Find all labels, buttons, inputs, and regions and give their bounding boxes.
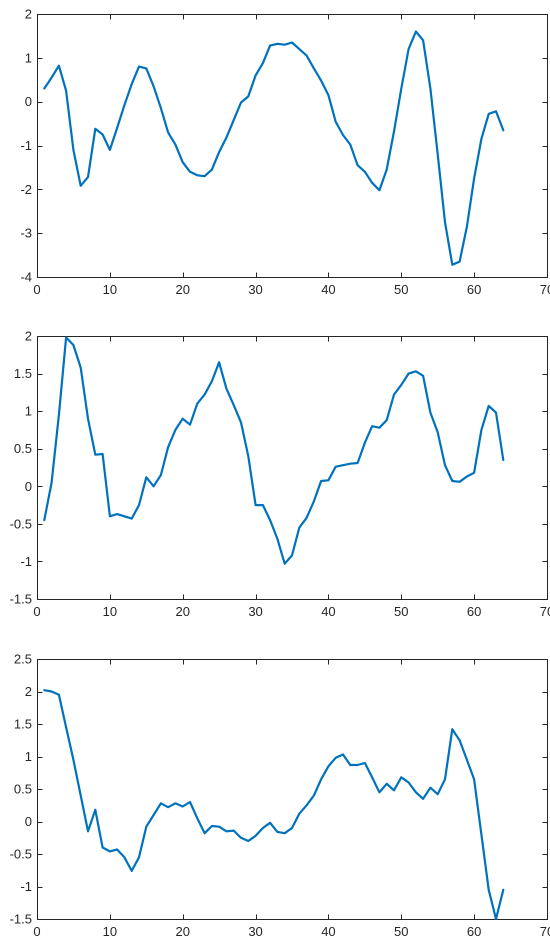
y-tick-label: -0.5 bbox=[10, 847, 32, 862]
x-tick-label: 70 bbox=[540, 604, 550, 619]
x-tick-label: 0 bbox=[33, 604, 40, 619]
y-tick-label: -1.5 bbox=[10, 592, 32, 607]
x-tick-label: 40 bbox=[321, 282, 335, 297]
y-tick-label: 1 bbox=[25, 50, 32, 65]
y-tick-label: 1.5 bbox=[14, 717, 32, 732]
y-tick-label: 1 bbox=[25, 404, 32, 419]
x-tick-label: 60 bbox=[467, 604, 481, 619]
x-tick-label: 20 bbox=[175, 282, 189, 297]
x-tick-label: 40 bbox=[321, 924, 335, 939]
x-tick-label: 0 bbox=[33, 282, 40, 297]
chart-panel-2: 0 10 20 30 40 50 60 70 -1.5 -1 -0.5 0 0.5 1 1.5 2 bbox=[10, 329, 550, 620]
x-tick-label: 50 bbox=[394, 282, 408, 297]
x-tick-label: 40 bbox=[321, 604, 335, 619]
y-tick-label: 0 bbox=[25, 94, 32, 109]
y-tick-label: -1.5 bbox=[10, 912, 32, 927]
y-tick-label: 2 bbox=[25, 7, 32, 22]
y-tick-label: 2.5 bbox=[14, 652, 32, 667]
y-tick-label: -4 bbox=[20, 270, 32, 285]
chart-panel-3: 0 10 20 30 40 50 60 70 -1.5 -1 -0.5 0 0.5 1 1.5 2 2.5 bbox=[10, 652, 550, 940]
y-tick-label: 1.5 bbox=[14, 366, 32, 381]
y-tick-label: 0.5 bbox=[14, 441, 32, 456]
x-tick-label: 60 bbox=[467, 282, 481, 297]
x-tick-label: 20 bbox=[175, 604, 189, 619]
y-tick-label: -0.5 bbox=[10, 516, 32, 531]
y-tick-label: 2 bbox=[25, 329, 32, 344]
y-tick-label: 2 bbox=[25, 684, 32, 699]
x-tick-label: 70 bbox=[540, 282, 550, 297]
y-tick-label: 0 bbox=[25, 479, 32, 494]
x-tick-label: 50 bbox=[394, 604, 408, 619]
y-tick-label: -3 bbox=[20, 226, 32, 241]
x-tick-label: 50 bbox=[394, 924, 408, 939]
y-tick-label: -1 bbox=[20, 879, 32, 894]
x-tick-label: 30 bbox=[248, 924, 262, 939]
y-tick-label: -2 bbox=[20, 182, 32, 197]
x-tick-label: 10 bbox=[103, 282, 117, 297]
x-tick-label: 10 bbox=[103, 924, 117, 939]
y-tick-label: 0 bbox=[25, 814, 32, 829]
x-tick-label: 70 bbox=[540, 924, 550, 939]
series-line-1 bbox=[43, 689, 505, 921]
x-tick-label: 10 bbox=[103, 604, 117, 619]
x-tick-label: 20 bbox=[175, 924, 189, 939]
y-tick-label: 1 bbox=[25, 749, 32, 764]
y-tick-label: 0.5 bbox=[14, 782, 32, 797]
chart-panel-1: 0 10 20 30 40 50 60 70 -4 -3 -2 -1 0 1 2 bbox=[20, 7, 550, 298]
axes-box bbox=[37, 336, 548, 600]
x-tick-label: 0 bbox=[33, 924, 40, 939]
y-tick-label: -1 bbox=[20, 554, 32, 569]
y-tick-label: -1 bbox=[20, 138, 32, 153]
x-tick-label: 60 bbox=[467, 924, 481, 939]
series-line-1 bbox=[43, 336, 505, 565]
x-tick-label: 30 bbox=[248, 604, 262, 619]
series-line-1 bbox=[43, 30, 505, 266]
x-tick-label: 30 bbox=[248, 282, 262, 297]
